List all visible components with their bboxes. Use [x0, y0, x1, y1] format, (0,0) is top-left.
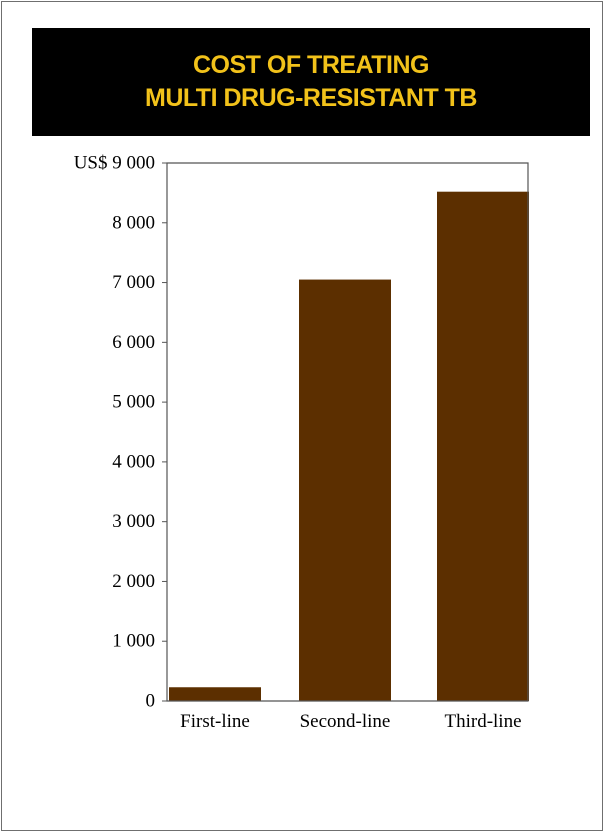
- bar-third-line: [437, 191, 529, 701]
- chart-title-line-1: COST OF TREATING: [193, 51, 429, 79]
- y-tick-label-3000: 3 000: [112, 511, 155, 532]
- y-tick-label-9000: US$ 9 000: [74, 153, 155, 174]
- y-tick-label-5000: 5 000: [112, 392, 155, 413]
- y-tick-label-6000: 6 000: [112, 332, 155, 353]
- y-tick-label-8000: 8 000: [112, 212, 155, 233]
- x-labels-layer: First-line Second-line Third-line: [180, 711, 521, 732]
- y-tick-label-2000: 2 000: [112, 571, 155, 592]
- y-tick-label-1000: 1 000: [112, 631, 155, 652]
- y-tick-label-4000: 4 000: [112, 451, 155, 472]
- x-tick-label-third-line: Third-line: [444, 711, 521, 732]
- y-ticks-layer: 0 1 000 2 000 3 000 4 000 5 000 6 000 7 000 8 00…: [74, 153, 167, 712]
- x-tick-label-second-line: Second-line: [300, 711, 391, 732]
- bars-layer: [169, 191, 529, 701]
- bar-first-line: [169, 687, 261, 701]
- y-tick-label-7000: 7 000: [112, 272, 155, 293]
- x-tick-label-first-line: First-line: [180, 711, 250, 732]
- bar-second-line: [299, 279, 391, 701]
- title-band: COST OF TREATING MULTI DRUG-RESISTANT TB: [32, 28, 590, 136]
- chart-title-line-2: MULTI DRUG-RESISTANT TB: [145, 84, 477, 112]
- y-tick-label-0: 0: [146, 691, 156, 712]
